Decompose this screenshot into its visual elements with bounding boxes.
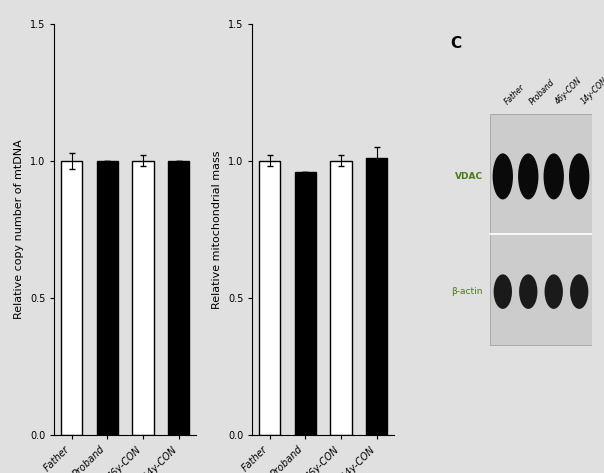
Y-axis label: Relative copy number of mtDNA: Relative copy number of mtDNA <box>14 140 24 319</box>
Text: β-actin: β-actin <box>452 287 483 296</box>
Text: B: B <box>213 0 225 2</box>
Ellipse shape <box>570 274 588 309</box>
Bar <box>97 161 118 435</box>
Ellipse shape <box>518 153 538 200</box>
Bar <box>366 158 387 435</box>
Text: C: C <box>451 36 461 51</box>
Bar <box>61 161 82 435</box>
Bar <box>295 172 316 435</box>
Text: VDAC: VDAC <box>455 172 483 181</box>
FancyBboxPatch shape <box>490 114 592 345</box>
Bar <box>330 161 352 435</box>
Text: 46y-CON: 46y-CON <box>554 76 584 106</box>
Ellipse shape <box>545 274 563 309</box>
Ellipse shape <box>544 153 564 200</box>
Ellipse shape <box>493 274 512 309</box>
Y-axis label: Relative mitochondrial mass: Relative mitochondrial mass <box>213 150 222 309</box>
Text: A: A <box>14 0 27 2</box>
Text: 14y-CON: 14y-CON <box>579 76 604 106</box>
Bar <box>259 161 280 435</box>
Ellipse shape <box>519 274 538 309</box>
Ellipse shape <box>493 153 513 200</box>
Bar <box>132 161 153 435</box>
Ellipse shape <box>569 153 590 200</box>
Text: Proband: Proband <box>528 77 557 106</box>
Text: Father: Father <box>503 82 527 106</box>
Bar <box>168 161 190 435</box>
